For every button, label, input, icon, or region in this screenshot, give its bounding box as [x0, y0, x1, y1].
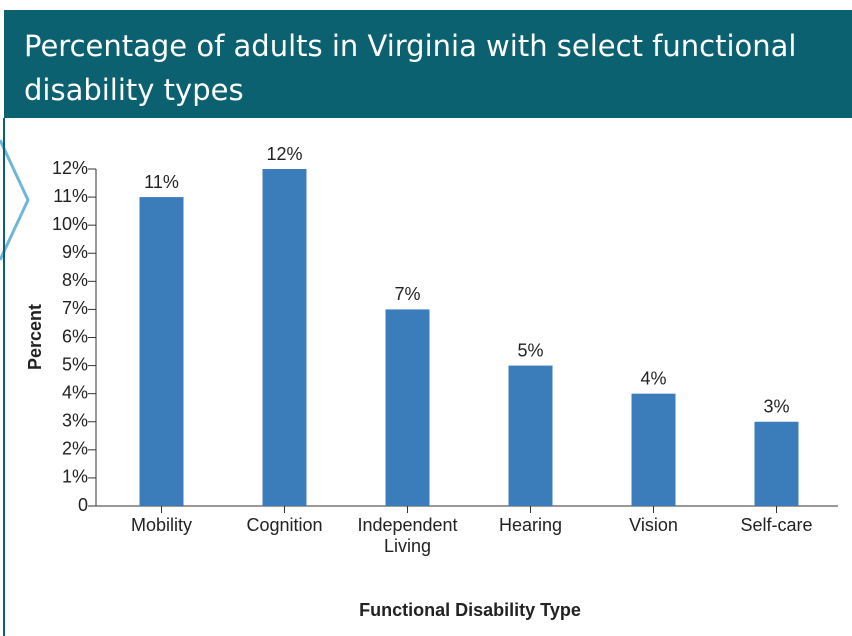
bar — [508, 365, 553, 506]
y-tick-label: 1% — [62, 467, 88, 487]
x-tick-label: Vision — [629, 515, 678, 535]
y-tick-label: 6% — [62, 326, 88, 346]
decoration — [0, 139, 30, 261]
bar — [139, 197, 184, 507]
value-label: 3% — [763, 397, 789, 417]
y-tick-label: 5% — [62, 354, 88, 374]
value-label: 5% — [517, 340, 543, 360]
y-axis-title: Percent — [25, 304, 45, 370]
y-tick-label: 0 — [78, 495, 88, 515]
bar — [754, 421, 799, 506]
y-tick-label: 3% — [62, 411, 88, 431]
x-tick-label: Independent Living — [357, 515, 458, 556]
x-tick-label: Cognition — [246, 515, 323, 535]
bar — [385, 309, 430, 506]
value-label: 11% — [144, 172, 179, 192]
value-label: 7% — [394, 284, 420, 304]
x-tick-label: Hearing — [498, 515, 563, 535]
bar — [631, 393, 676, 506]
chart-title: Percentage of adults in Virginia with se… — [4, 10, 852, 118]
y-tick-label: 11% — [53, 186, 88, 206]
y-tick-label: 2% — [62, 439, 88, 459]
y-tick-label: 12% — [52, 158, 88, 178]
y-tick-label: 9% — [62, 242, 88, 262]
x-axis-title: Functional Disability Type — [359, 600, 581, 620]
value-label: 4% — [640, 368, 666, 388]
value-label: 12% — [266, 144, 302, 164]
bar — [262, 169, 307, 506]
y-tick-label: 7% — [62, 298, 88, 318]
y-tick-label: 10% — [52, 214, 88, 234]
x-tick-label: Self-care — [740, 515, 813, 535]
x-tick-label: Mobility — [130, 515, 192, 535]
y-tick-label: 8% — [62, 270, 88, 290]
y-tick-label: 4% — [62, 382, 88, 402]
